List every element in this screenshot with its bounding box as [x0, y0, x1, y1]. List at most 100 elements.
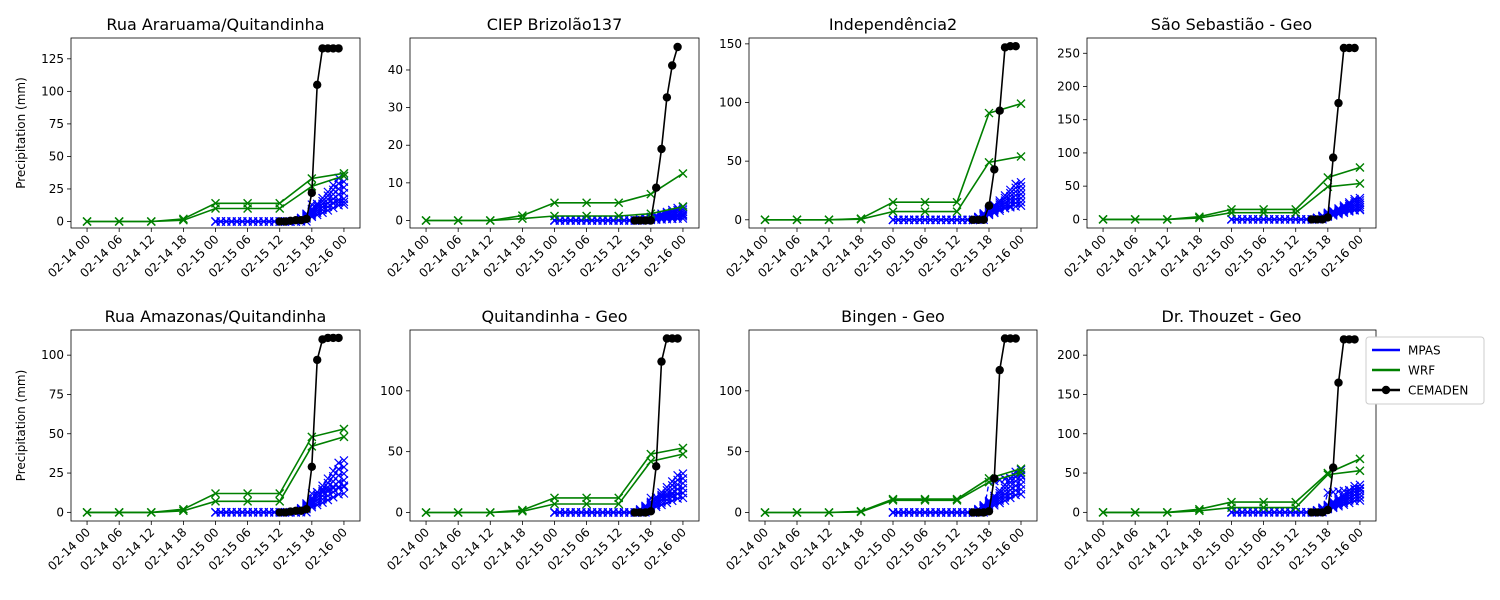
- mpas-marker: [1355, 484, 1365, 494]
- mpas-marker: [339, 197, 349, 207]
- wrf-marker: [275, 203, 285, 213]
- y-tick-label: 50: [727, 445, 742, 459]
- mpas-marker: [1005, 194, 1015, 204]
- wrf-marker: [211, 203, 220, 213]
- wrf-marker: [339, 432, 349, 442]
- mpas-marker: [312, 487, 322, 497]
- wrf-marker: [952, 197, 962, 207]
- legend-label-mpas: MPAS: [1408, 344, 1441, 358]
- cemaden-marker: [673, 334, 682, 343]
- cemaden-marker: [334, 333, 343, 343]
- cemaden-marker: [979, 215, 988, 224]
- wrf-line-upper: [87, 428, 345, 514]
- legend-box: [1365, 336, 1485, 405]
- wrf-marker: [1130, 507, 1140, 517]
- wrf-marker: [824, 215, 834, 225]
- axes-frame: [748, 37, 1038, 229]
- wrf-marker: [114, 216, 124, 226]
- wrf-marker: [146, 507, 156, 517]
- wrf-marker: [760, 507, 770, 517]
- wrf-marker: [582, 499, 592, 509]
- subplot-title: Independência2: [829, 15, 957, 34]
- cemaden-marker: [995, 106, 1004, 115]
- wrf-marker: [920, 495, 930, 505]
- mpas-marker: [323, 187, 333, 197]
- y-tick-label: 100: [1057, 427, 1080, 441]
- wrf-marker: [582, 198, 592, 208]
- y-tick-label: 25: [49, 466, 64, 480]
- mpas-marker: [328, 483, 338, 493]
- wrf-marker: [1194, 504, 1204, 514]
- wrf-marker: [1259, 208, 1269, 218]
- wrf-marker: [243, 496, 253, 506]
- wrf-marker: [485, 507, 495, 517]
- y-tick-label: 150: [1057, 387, 1080, 401]
- axes-frame: [70, 37, 361, 229]
- wrf-marker: [1227, 208, 1236, 218]
- wrf-marker: [984, 157, 994, 167]
- wrf-marker: [1016, 151, 1026, 161]
- y-tick-label: 200: [1057, 348, 1080, 362]
- wrf-marker: [952, 207, 962, 217]
- wrf-marker: [339, 424, 349, 434]
- y-axis-label: Precipitation (mm): [14, 77, 28, 189]
- mpas-marker: [334, 464, 344, 474]
- cemaden-marker: [302, 505, 311, 514]
- wrf-marker: [453, 507, 463, 517]
- wrf-marker: [792, 507, 802, 517]
- legend: MPAS WRF CEMADEN: [1365, 336, 1485, 405]
- y-tick-label: 40: [388, 63, 403, 77]
- legend-label-cemaden: CEMADEN: [1408, 384, 1468, 398]
- mpas-marker: [678, 488, 688, 498]
- mpas-marker: [323, 474, 333, 484]
- wrf-marker: [82, 216, 92, 226]
- wrf-marker: [792, 215, 802, 225]
- mpas-marker: [673, 470, 683, 480]
- wrf-marker: [678, 202, 688, 212]
- y-tick-label: 50: [1065, 466, 1080, 480]
- wrf-marker: [1098, 507, 1108, 517]
- wrf-marker: [582, 211, 592, 221]
- subplot-title: Quitandinha - Geo: [481, 307, 627, 326]
- wrf-marker: [888, 197, 898, 207]
- wrf-marker: [646, 449, 656, 459]
- wrf-marker: [888, 207, 898, 217]
- y-tick-label: 100: [1057, 146, 1080, 160]
- wrf-marker: [1355, 178, 1365, 188]
- cemaden-marker: [1334, 378, 1343, 387]
- wrf-marker: [678, 449, 688, 459]
- mpas-marker: [1350, 194, 1360, 204]
- cemaden-marker: [1334, 98, 1343, 108]
- axes-frame: [409, 37, 700, 229]
- axes-frame: [748, 329, 1038, 522]
- cemaden-marker: [990, 474, 999, 483]
- axes-frame: [1086, 37, 1377, 229]
- cemaden-marker: [984, 507, 994, 516]
- wrf-marker: [920, 207, 930, 217]
- y-tick-label: 150: [1057, 113, 1080, 127]
- wrf-marker: [82, 507, 92, 517]
- y-tick-label: 10: [388, 176, 403, 190]
- wrf-marker: [1194, 213, 1204, 223]
- wrf-marker: [1016, 99, 1026, 109]
- mpas-marker: [1016, 197, 1026, 207]
- wrf-marker: [1098, 214, 1108, 224]
- cemaden-marker: [984, 201, 994, 210]
- mpas-marker: [1344, 197, 1354, 207]
- wrf-marker: [211, 488, 220, 498]
- wrf-marker: [1355, 466, 1365, 476]
- wrf-marker: [1016, 467, 1026, 477]
- wrf-marker: [920, 197, 930, 207]
- wrf-marker: [1355, 454, 1365, 464]
- y-tick-label: 0: [395, 213, 403, 227]
- cemaden-marker: [657, 357, 666, 366]
- mpas-marker: [1328, 497, 1338, 507]
- mpas-marker: [979, 500, 989, 510]
- wrf-marker: [760, 215, 770, 225]
- cemaden-marker: [646, 216, 655, 225]
- wrf-marker: [517, 506, 527, 516]
